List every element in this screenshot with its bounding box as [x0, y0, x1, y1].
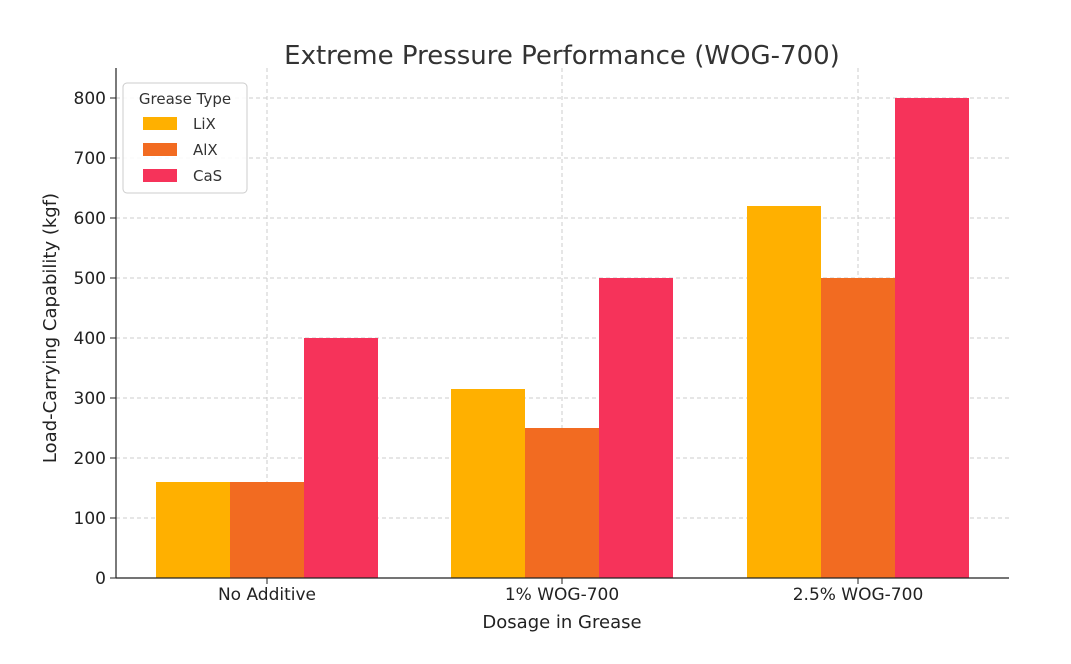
y-tick-label: 800	[74, 89, 106, 109]
legend-frame	[122, 82, 248, 194]
legend-label-alx: AlX	[193, 141, 218, 159]
y-tick-label: 100	[74, 509, 106, 529]
y-axis-title: Load-Carrying Capability (kgf)	[40, 193, 61, 463]
x-tick-label: 2.5% WOG-700	[793, 585, 924, 605]
legend-swatch-lix	[143, 117, 177, 130]
bar-lix-2	[747, 206, 821, 578]
bar-cas-0	[304, 338, 378, 578]
bar-alx-0	[230, 482, 304, 578]
legend: Grease Type LiX AlX CaS	[122, 82, 248, 194]
x-tick-label: No Additive	[218, 585, 316, 605]
y-tick-label: 600	[74, 209, 106, 229]
bar-alx-1	[525, 428, 599, 578]
bar-cas-1	[599, 278, 673, 578]
y-tick-label: 300	[74, 389, 106, 409]
legend-label-lix: LiX	[193, 115, 216, 133]
y-tick-label: 500	[74, 269, 106, 289]
y-tick-label: 200	[74, 449, 106, 469]
legend-swatch-alx	[143, 143, 177, 156]
legend-entries: LiX AlX CaS	[143, 115, 222, 185]
chart-title: Extreme Pressure Performance (WOG-700)	[284, 41, 840, 71]
bar-lix-1	[451, 389, 525, 578]
y-tick-label: 0	[95, 569, 106, 589]
x-axis-title: Dosage in Grease	[482, 612, 641, 633]
legend-label-cas: CaS	[193, 167, 222, 185]
bar-lix-0	[156, 482, 230, 578]
legend-swatch-cas	[143, 169, 177, 182]
y-tick-label: 700	[74, 149, 106, 169]
legend-title: Grease Type	[139, 90, 231, 108]
y-tick-label: 400	[74, 329, 106, 349]
bars-layer	[156, 98, 969, 578]
bar-cas-2	[895, 98, 969, 578]
ticks-layer: 0 100 200 300 400 500 600 700 800 No Additive 1% W…	[74, 89, 924, 605]
bar-alx-2	[821, 278, 895, 578]
x-tick-label: 1% WOG-700	[505, 585, 619, 605]
